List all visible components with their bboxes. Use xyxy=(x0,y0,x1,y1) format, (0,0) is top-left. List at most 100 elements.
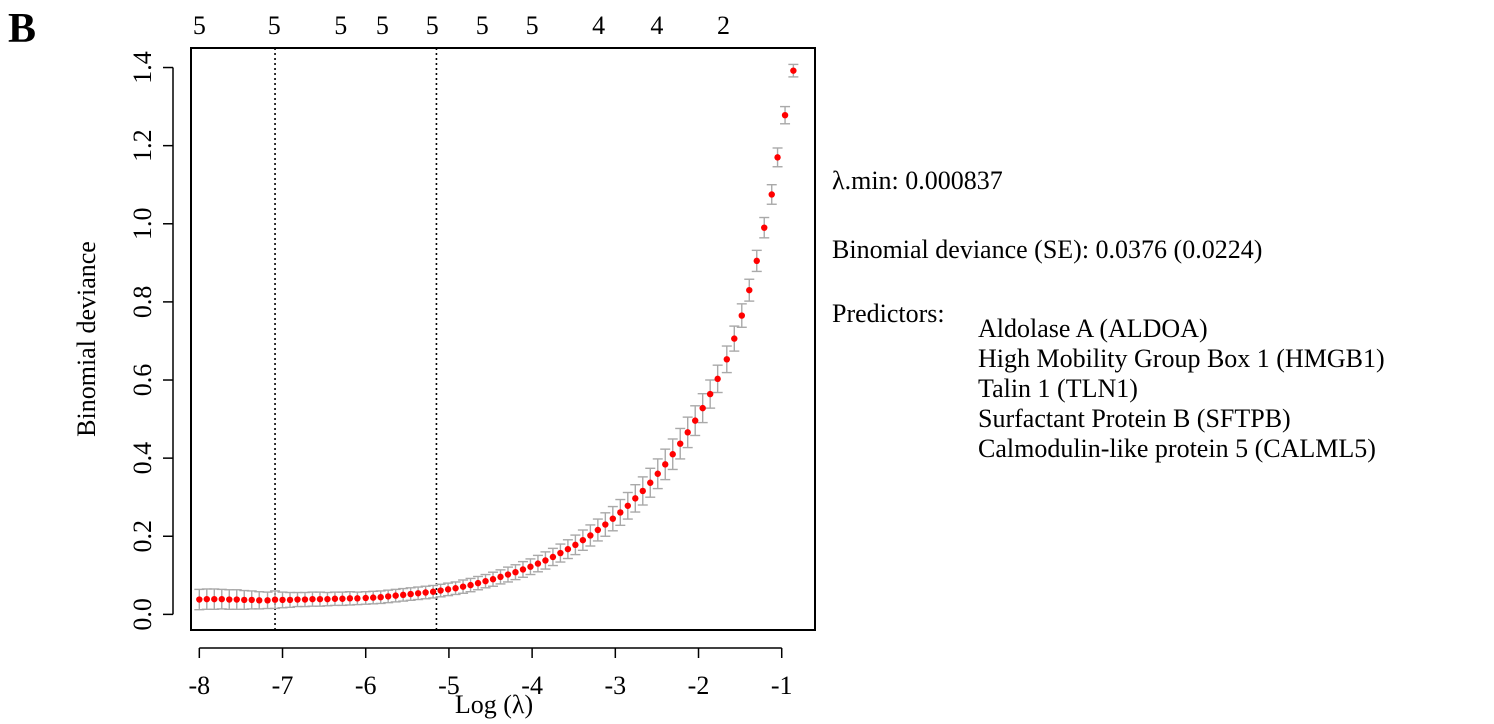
deviance-point xyxy=(430,589,436,595)
x-tick-label: -7 xyxy=(272,671,294,700)
deviance-point xyxy=(211,596,217,602)
deviance-point xyxy=(677,440,683,446)
deviance-point xyxy=(731,335,737,341)
deviance-point xyxy=(226,596,232,602)
deviance-point xyxy=(482,578,488,584)
deviance-point xyxy=(370,594,376,600)
deviance-point xyxy=(610,515,616,521)
y-tick-label: 1.0 xyxy=(128,208,157,241)
deviance-point xyxy=(415,590,421,596)
top-axis: 5555555442 xyxy=(193,11,730,40)
predictor-list: Aldolase A (ALDOA) High Mobility Group B… xyxy=(978,314,1385,464)
top-tick-label: 4 xyxy=(650,11,663,40)
top-tick-label: 5 xyxy=(193,11,206,40)
deviance-point xyxy=(655,471,661,477)
deviance-point xyxy=(542,557,548,563)
y-tick-label: 0.8 xyxy=(128,286,157,319)
y-tick-label: 0.2 xyxy=(128,520,157,553)
deviance-point xyxy=(204,596,210,602)
deviance-point xyxy=(535,560,541,566)
y-tick-label: 0.6 xyxy=(128,364,157,397)
point-group xyxy=(196,67,796,603)
deviance-point xyxy=(422,589,428,595)
deviance-point xyxy=(324,596,330,602)
deviance-point xyxy=(354,595,360,601)
y-axis: 0.00.20.40.60.81.01.21.4 xyxy=(128,51,173,630)
deviance-point xyxy=(595,527,601,533)
deviance-point xyxy=(219,596,225,602)
deviance-point xyxy=(363,595,369,601)
deviance-point xyxy=(272,596,278,602)
deviance-point xyxy=(527,564,533,570)
deviance-point xyxy=(724,356,730,362)
y-tick-label: 0.0 xyxy=(128,598,157,631)
deviance-point xyxy=(685,429,691,435)
deviance-point xyxy=(490,576,496,582)
deviance-point xyxy=(407,591,413,597)
deviance-point xyxy=(317,596,323,602)
deviance-point xyxy=(234,596,240,602)
predictor-item: Aldolase A (ALDOA) xyxy=(978,314,1385,344)
deviance-point xyxy=(392,592,398,598)
deviance-point xyxy=(339,596,345,602)
deviance-point xyxy=(565,546,571,552)
deviance-point xyxy=(739,312,745,318)
deviance-point xyxy=(662,461,668,467)
deviance-point xyxy=(587,532,593,538)
top-tick-label: 5 xyxy=(376,11,389,40)
deviance-point xyxy=(714,376,720,382)
deviance-point xyxy=(774,154,780,160)
deviance-point xyxy=(249,597,255,603)
deviance-point xyxy=(347,595,353,601)
x-tick-label: -8 xyxy=(188,671,210,700)
y-tick-label: 1.4 xyxy=(128,51,157,84)
y-tick-label: 0.4 xyxy=(128,442,157,475)
deviance-point xyxy=(445,586,451,592)
deviance-point xyxy=(580,537,586,543)
top-tick-label: 4 xyxy=(592,11,605,40)
top-tick-label: 5 xyxy=(334,11,347,40)
deviance-point xyxy=(302,596,308,602)
deviance-point xyxy=(572,542,578,548)
deviance-point xyxy=(699,405,705,411)
deviance-point xyxy=(754,258,760,264)
deviance-point xyxy=(400,592,406,598)
predictor-item: High Mobility Group Box 1 (HMGB1) xyxy=(978,344,1385,374)
plot-frame xyxy=(191,48,815,630)
deviance-point xyxy=(385,593,391,599)
deviance-point xyxy=(196,596,202,602)
deviance-point xyxy=(557,550,563,556)
deviance-point xyxy=(761,224,767,230)
deviance-point xyxy=(617,509,623,515)
x-tick-label: -3 xyxy=(604,671,626,700)
top-tick-label: 5 xyxy=(476,11,489,40)
deviance-point xyxy=(241,597,247,603)
deviance-point xyxy=(512,569,518,575)
x-tick-label: -1 xyxy=(771,671,793,700)
deviance-point xyxy=(602,521,608,527)
deviance-point xyxy=(550,554,556,560)
deviance-point xyxy=(769,191,775,197)
lambda-min-text: λ.min: 0.000837 xyxy=(832,168,1003,194)
deviance-point xyxy=(332,596,338,602)
deviance-point xyxy=(377,594,383,600)
deviance-point xyxy=(452,585,458,591)
top-tick-label: 5 xyxy=(268,11,281,40)
deviance-point xyxy=(632,495,638,501)
deviance-point xyxy=(497,574,503,580)
deviance-point xyxy=(505,571,511,577)
predictor-item: Talin 1 (TLN1) xyxy=(978,374,1385,404)
deviance-point xyxy=(279,597,285,603)
deviance-point xyxy=(647,480,653,486)
x-tick-label: -6 xyxy=(355,671,377,700)
deviance-point xyxy=(707,391,713,397)
deviance-text: Binomial deviance (SE): 0.0376 (0.0224) xyxy=(832,237,1262,263)
deviance-point xyxy=(692,417,698,423)
top-tick-label: 5 xyxy=(426,11,439,40)
predictors-label: Predictors: xyxy=(832,301,945,327)
deviance-point xyxy=(460,583,466,589)
deviance-point xyxy=(294,596,300,602)
deviance-point xyxy=(437,587,443,593)
vline-group xyxy=(275,48,436,630)
y-axis-label: Binomial deviance xyxy=(72,241,101,437)
